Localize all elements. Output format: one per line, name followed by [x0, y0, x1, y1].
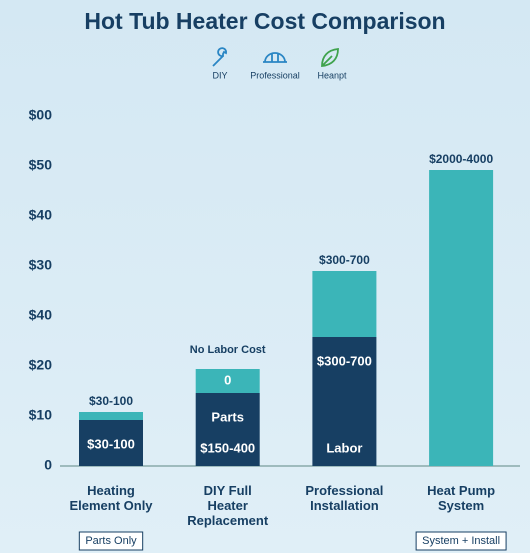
y-tick-label: $50: [29, 157, 53, 173]
bar-segment: [195, 393, 260, 466]
x-tick-line: Installation: [310, 498, 379, 513]
segment-label: Labor: [326, 440, 362, 455]
y-tick-label: 0: [44, 457, 52, 473]
helmet-icon: [263, 52, 287, 63]
x-tick-line: Heater: [207, 498, 247, 513]
bar-segment: [312, 271, 377, 337]
y-tick-label: $30: [29, 257, 53, 273]
x-tick-line: Heat Pump: [427, 483, 495, 498]
bar-segment: [195, 369, 260, 393]
x-tick-line: Heating: [87, 483, 135, 498]
x-tick-line: DIY Full: [204, 483, 252, 498]
x-tick-label: Professional Installation: [305, 483, 383, 513]
x-tick-line: Element Only: [69, 498, 153, 513]
y-tick-label: $40: [29, 307, 53, 323]
legend-label: Heanpt: [317, 70, 347, 80]
legend-label: Professional: [250, 70, 300, 80]
segment-label: Parts: [211, 409, 244, 424]
bar-segment: [79, 412, 143, 420]
bar-segment: [79, 420, 143, 466]
x-tick-line: Replacement: [187, 513, 269, 528]
bar-top-label: $30-100: [89, 394, 133, 408]
segment-label: $150-400: [200, 440, 255, 455]
legend-icons: [212, 47, 339, 67]
bar-top-label: No Labor Cost: [190, 344, 266, 356]
badge: System + Install: [415, 531, 507, 551]
leaf-icon: [321, 48, 339, 67]
bar-top-label: $2000-4000: [429, 152, 493, 166]
badge-box: [415, 531, 507, 551]
segment-label: $30-100: [87, 436, 135, 451]
x-tick-line: Professional: [305, 483, 383, 498]
y-tick-label: $40: [29, 207, 53, 223]
x-tick-label: DIY Full Heater Replacement: [187, 483, 269, 528]
y-tick-label: $10: [29, 407, 53, 423]
x-tick-label: Heat Pump System: [427, 483, 495, 513]
segment-label: $300-700: [317, 353, 372, 368]
badge-label: Parts Only: [85, 535, 137, 547]
y-tick-label: $00: [29, 107, 53, 123]
badge-box: [78, 531, 144, 551]
chart-title: Hot Tub Heater Cost Comparison: [84, 8, 445, 34]
bar-top-label: $300-700: [319, 253, 370, 267]
x-tick-line: System: [438, 498, 484, 513]
wrench-icon: [212, 47, 227, 67]
badge-label: System + Install: [422, 535, 500, 547]
x-tick-label: Heating Element Only: [69, 483, 153, 513]
segment-label: 0: [224, 372, 231, 387]
bar-segment: [312, 337, 377, 466]
badge: Parts Only: [78, 531, 144, 551]
legend-label: DIY: [212, 70, 227, 80]
y-tick-label: $20: [29, 357, 53, 373]
bar-segment: [429, 170, 494, 466]
